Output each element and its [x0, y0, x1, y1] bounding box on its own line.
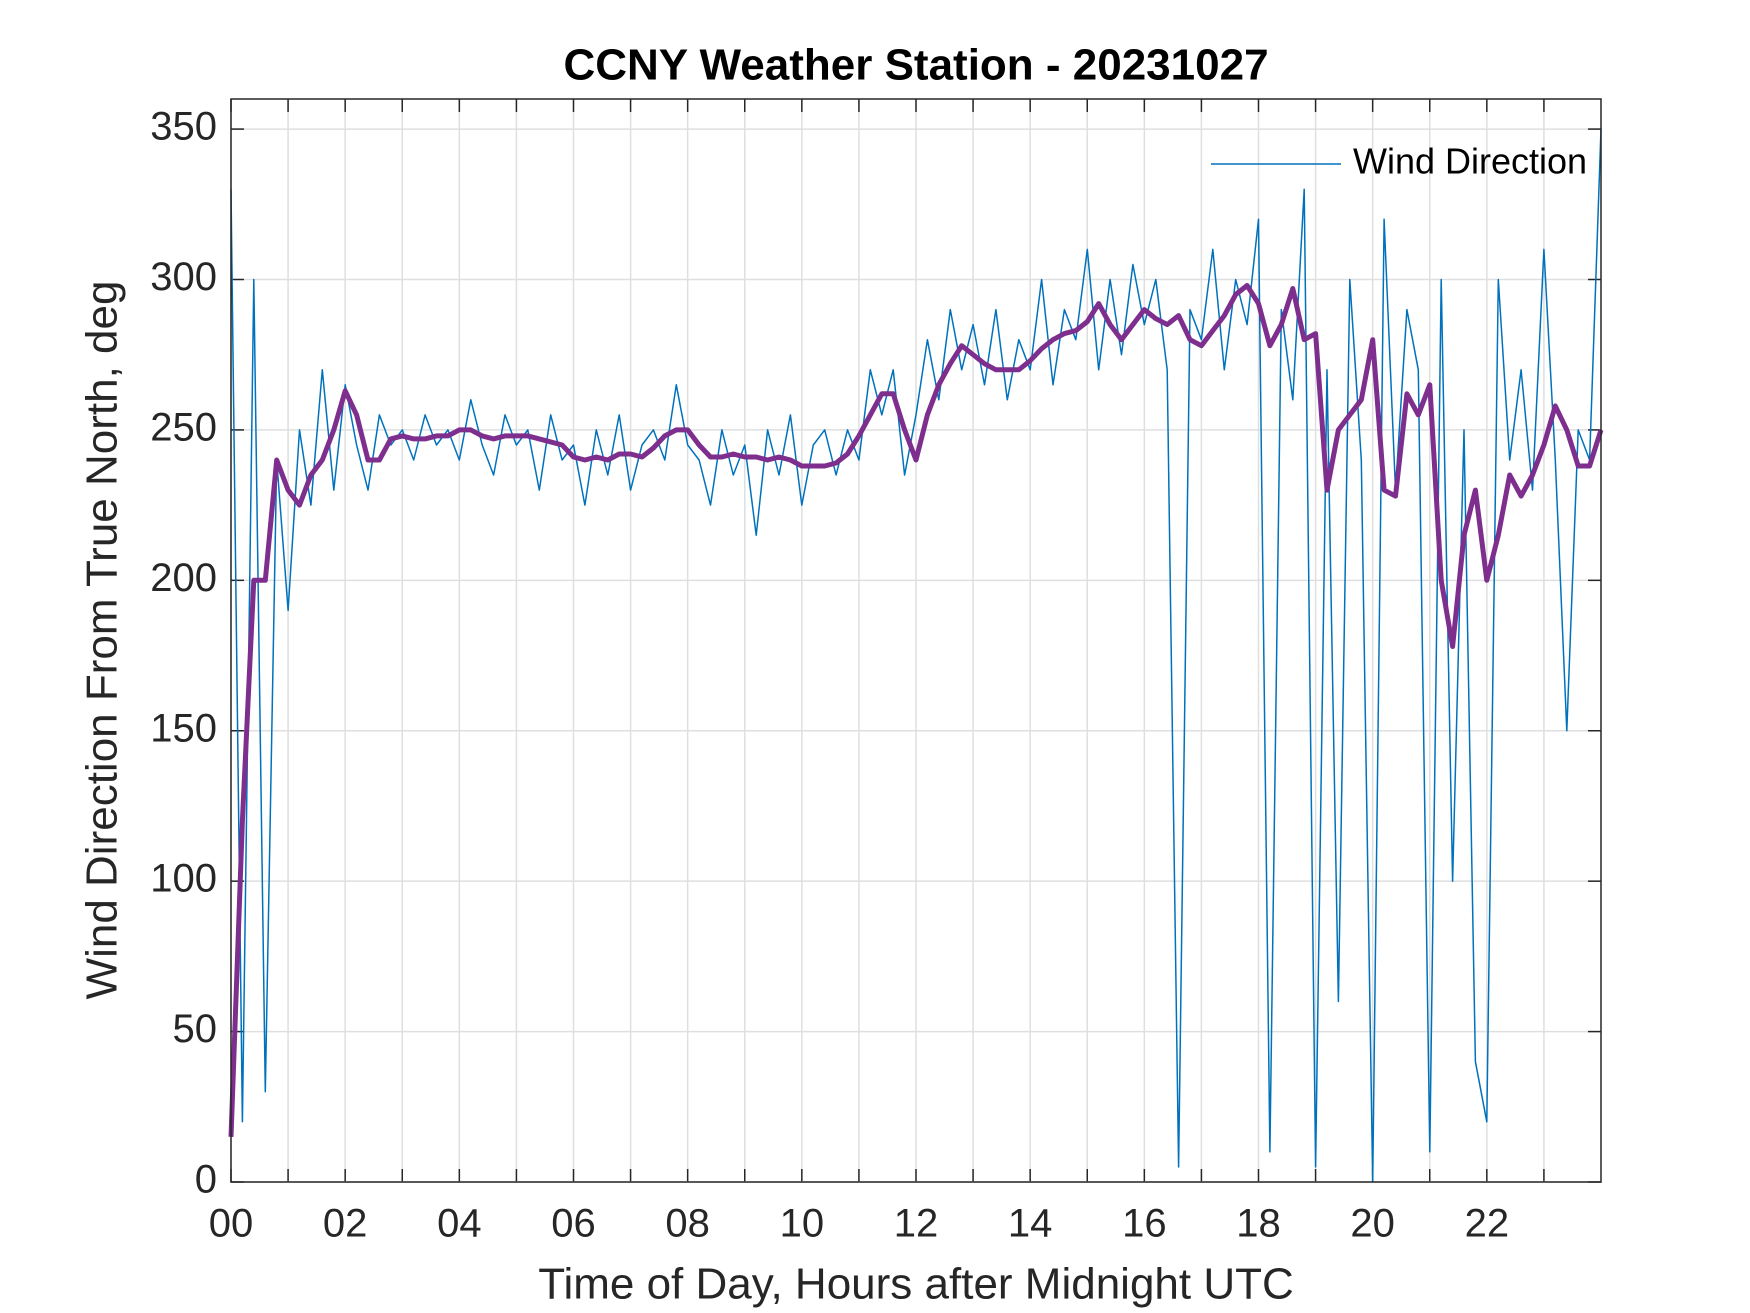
x-tick-label: 16	[1122, 1202, 1167, 1246]
y-tick-label: 300	[150, 255, 217, 299]
x-tick-label: 00	[209, 1202, 254, 1246]
y-tick-label: 200	[150, 556, 217, 600]
data-line	[228, 283, 1604, 1137]
y-tick-label: 50	[173, 1007, 218, 1051]
x-tick-label: 06	[551, 1202, 596, 1246]
axes-box	[230, 98, 1602, 1183]
x-tick-label: 12	[894, 1202, 939, 1246]
y-axis-label: Wind Direction From True North, deg	[78, 281, 127, 1000]
x-tick-label: 18	[1236, 1202, 1281, 1246]
chart-title: CCNY Weather Station - 20231027	[563, 41, 1268, 90]
y-tick-label: 100	[150, 857, 217, 901]
x-tick-label: 04	[437, 1202, 482, 1246]
x-tick-label: 10	[780, 1202, 825, 1246]
y-tick-label: 350	[150, 105, 217, 149]
y-tick-label: 150	[150, 706, 217, 750]
x-tick-label: 02	[323, 1202, 368, 1246]
x-tick-label: 20	[1350, 1202, 1395, 1246]
x-tick-label: 08	[665, 1202, 710, 1246]
legend-label: Wind Direction	[1353, 141, 1587, 182]
y-tick-label: 0	[195, 1158, 217, 1202]
x-tick-label: 22	[1465, 1202, 1510, 1246]
x-tick-label: 14	[1008, 1202, 1053, 1246]
x-axis-label: Time of Day, Hours after Midnight UTC	[538, 1260, 1294, 1309]
y-tick-label: 250	[150, 405, 217, 449]
